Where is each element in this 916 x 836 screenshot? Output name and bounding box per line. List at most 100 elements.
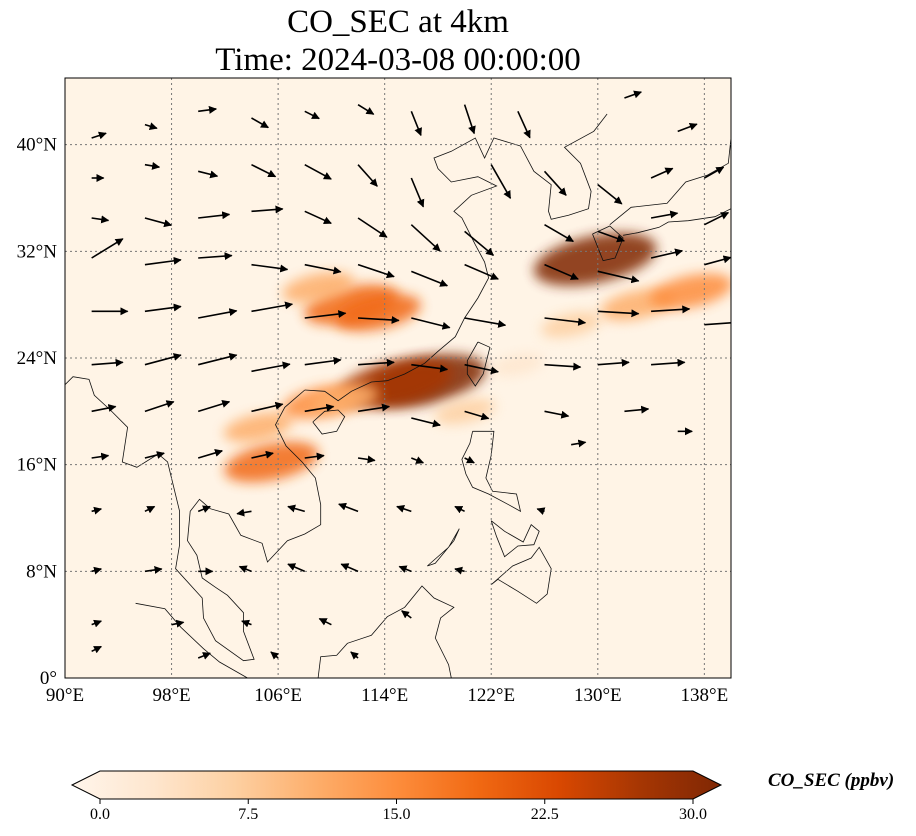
wind-vector: [144, 161, 161, 170]
wind-vector: [198, 252, 233, 261]
map-title-line-1: CO_SEC at 4km: [287, 4, 509, 40]
wind-vector: [270, 651, 280, 660]
wind-vector: [144, 122, 158, 131]
colorbar: [70, 770, 723, 804]
wind-vector: [338, 502, 359, 513]
wind-vector: [597, 270, 640, 284]
co-plume-7: [649, 273, 731, 310]
wind-vector: [357, 455, 376, 464]
wind-vector: [304, 403, 335, 413]
lat-tick-label: 40°N: [17, 135, 58, 156]
colorbar-tick-label: 7.5: [238, 806, 259, 823]
wind-vector: [91, 452, 110, 461]
wind-vector: [350, 651, 359, 660]
wind-vector: [410, 224, 441, 252]
wind-vector: [198, 170, 219, 179]
coastline-mindanao: [490, 546, 552, 604]
lat-tick-label: 24°N: [17, 348, 58, 369]
lat-tick-label: 32°N: [17, 241, 58, 262]
wind-vector: [304, 310, 347, 319]
wind-vector: [544, 317, 587, 326]
wind-vector: [650, 248, 684, 259]
lon-tick-label: 90°E: [46, 685, 84, 706]
lon-tick-label: 98°E: [152, 685, 190, 706]
wind-vector: [464, 456, 475, 464]
coastline-honshu-south: [623, 208, 731, 236]
wind-vector: [544, 362, 582, 371]
wind-vector: [198, 211, 231, 220]
wind-vector: [251, 263, 289, 273]
wind-vector: [544, 263, 579, 280]
colorbar-title: CO_SEC (ppbv): [768, 770, 895, 791]
wind-vector: [304, 110, 320, 120]
wind-vector: [91, 619, 102, 628]
wind-vector: [144, 505, 156, 514]
wind-vector: [357, 103, 375, 115]
wind-vector: [251, 205, 284, 214]
wind-vector: [197, 400, 231, 413]
coastline-honshu: [609, 137, 731, 226]
wind-vector: [490, 164, 512, 199]
coastline-indochina: [65, 376, 322, 662]
wind-vector-layer: [91, 90, 731, 660]
wind-vector: [198, 352, 238, 366]
wind-vector: [91, 566, 103, 575]
map-frame: [64, 77, 732, 679]
co-plume-4: [282, 271, 354, 303]
lon-tick-label: 106°E: [254, 685, 302, 706]
wind-vector: [651, 358, 686, 367]
wind-vector: [304, 210, 332, 225]
co-plume-14: [491, 353, 544, 376]
wind-vector: [91, 131, 107, 140]
lat-tick-label: 0°: [40, 668, 57, 689]
colorbar-tick-label: 30.0: [679, 806, 707, 823]
wind-vector: [411, 456, 425, 464]
wind-vector: [464, 363, 499, 375]
wind-vector: [464, 317, 507, 328]
wind-vector: [357, 217, 388, 238]
wind-vector: [704, 255, 731, 266]
wind-vector: [144, 256, 182, 266]
coastline-china-coast: [304, 137, 521, 402]
wind-vector: [198, 308, 238, 319]
wind-vector: [357, 403, 391, 413]
wind-vector: [704, 211, 730, 226]
wind-vector: [401, 610, 412, 619]
wind-vector: [650, 210, 679, 219]
wind-vector: [144, 217, 173, 228]
wind-vector: [651, 305, 691, 314]
wind-vector: [571, 439, 587, 448]
wind-vector: [597, 230, 625, 243]
wind-vector: [287, 504, 305, 513]
wind-vector: [91, 358, 124, 367]
coastline-luzon: [461, 430, 522, 513]
coastline-layer: [65, 113, 731, 678]
axis-labels: 90°E 98°E 106°E 114°E 122°E 130°E 138°E 0° 8°N 16…: [17, 135, 729, 706]
wind-vector: [624, 405, 650, 414]
lat-tick-label: 8°N: [26, 561, 57, 582]
wind-vector: [236, 508, 252, 517]
gridlines: [65, 78, 731, 678]
wind-vector: [197, 449, 223, 459]
wind-vector: [251, 117, 269, 129]
wind-vector: [144, 451, 165, 459]
wind-vector: [91, 506, 103, 515]
wind-vector: [624, 90, 642, 99]
wind-vector: [543, 170, 567, 196]
wind-vector: [287, 563, 306, 573]
wind-vector: [304, 356, 342, 366]
map-title-line-2: Time: 2024-03-08 00:00:00: [215, 42, 581, 78]
wind-vector: [464, 263, 499, 280]
co-plume-9: [224, 441, 319, 483]
wind-vector: [91, 404, 117, 413]
wind-vector: [304, 263, 342, 275]
wind-vector: [144, 565, 163, 574]
lat-tick-label: 16°N: [17, 455, 58, 476]
wind-vector: [411, 317, 451, 330]
coastline-korea: [520, 113, 608, 220]
wind-vector: [454, 566, 465, 575]
coastline-kyushu: [592, 225, 624, 262]
wind-vector: [464, 230, 495, 256]
wind-vector: [704, 318, 731, 327]
